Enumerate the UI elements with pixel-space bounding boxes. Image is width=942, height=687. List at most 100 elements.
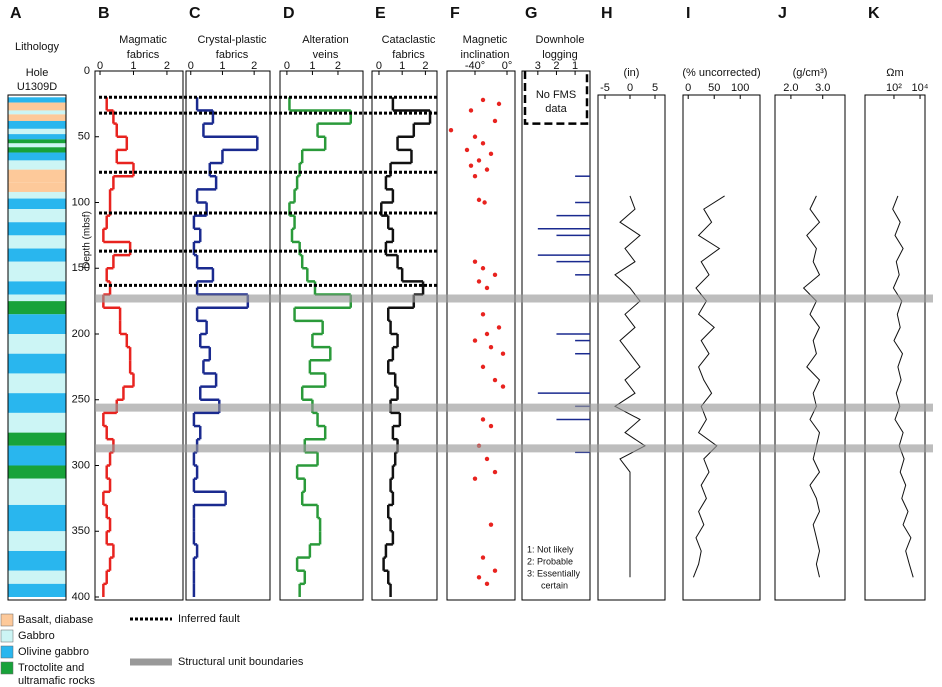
- inclination-point: [464, 147, 470, 153]
- x-tick-label: 50: [708, 82, 720, 94]
- y-tick-label: 300: [72, 459, 90, 471]
- panel-title: inclination: [461, 49, 510, 61]
- panel-frame: [94, 70, 184, 601]
- lithology-interval: [8, 110, 66, 115]
- legend-label: Troctolite and: [18, 662, 84, 674]
- lithology-interval: [8, 120, 66, 129]
- lithology-interval: [8, 393, 66, 413]
- axis-unit: Ωm: [886, 67, 903, 79]
- legend-swatch: [0, 629, 14, 643]
- inclination-point: [448, 127, 454, 133]
- inclination-point: [496, 101, 502, 107]
- panel-title: Magmatic: [119, 34, 167, 46]
- lithology-interval: [8, 353, 66, 374]
- inclination-point: [488, 151, 494, 157]
- lithology-interval: [8, 248, 66, 262]
- legend-boundary-label: Structural unit boundaries: [178, 656, 304, 668]
- inclination-point: [488, 522, 494, 527]
- panel-letter: A: [10, 5, 22, 22]
- lithology-interval: [8, 97, 66, 103]
- panel-letter: J: [778, 5, 787, 22]
- x-tick-label: 0: [97, 60, 103, 72]
- inclination-point: [484, 167, 490, 172]
- inclination-point: [480, 312, 486, 317]
- panel-letter: F: [450, 5, 460, 22]
- panel-title: Crystal-plastic: [197, 34, 267, 46]
- log-curve: [692, 195, 725, 578]
- lithology-interval: [8, 182, 66, 192]
- lithology-interval: [8, 160, 66, 170]
- lithology-interval: [8, 432, 66, 446]
- no-data-label: data: [545, 103, 567, 115]
- inclination-point: [476, 279, 482, 284]
- x-tick-label: 2: [422, 60, 428, 72]
- lithology-interval: [8, 222, 66, 236]
- log-curve: [892, 195, 914, 578]
- panel-letter: B: [98, 5, 110, 22]
- x-tick-label: 2: [164, 60, 170, 72]
- no-data-box: [523, 71, 589, 125]
- panel-title: fabrics: [127, 49, 160, 61]
- inclination-point: [480, 555, 486, 560]
- lithology-interval: [8, 570, 66, 584]
- panel-title: veins: [313, 49, 339, 61]
- lithology-interval: [8, 550, 66, 571]
- x-tick-label: 10⁴: [912, 82, 929, 94]
- inclination-point: [496, 325, 502, 330]
- x-tick-label: 100: [731, 82, 749, 94]
- log-curve: [802, 195, 821, 578]
- confidence-note: 2: Probable: [527, 556, 573, 566]
- confidence-note: 1: Not likely: [527, 544, 574, 554]
- x-tick-label: 1: [572, 60, 578, 72]
- panel-title: fabrics: [216, 49, 249, 61]
- panel-title: Lithology: [15, 41, 60, 53]
- lithology-interval: [8, 334, 66, 354]
- lithology-interval: [8, 102, 66, 111]
- x-tick-label: -5: [600, 82, 610, 94]
- inclination-point: [488, 423, 494, 429]
- lithology-interval: [8, 134, 66, 140]
- inclination-point: [492, 568, 498, 573]
- inclination-point: [492, 272, 498, 278]
- x-tick-label: 0: [188, 60, 194, 72]
- hole-label: U1309D: [17, 81, 57, 93]
- panel-letter: G: [525, 5, 537, 22]
- panel-frame: [185, 70, 271, 601]
- lithology-interval: [8, 504, 66, 532]
- panel-frame: [521, 70, 591, 601]
- y-tick-label: 150: [72, 262, 90, 274]
- y-tick-label: 0: [84, 65, 90, 77]
- inclination-point: [484, 456, 490, 462]
- legend-swatch: [0, 645, 14, 659]
- panel-title: logging: [542, 49, 577, 61]
- x-tick-label: 1: [399, 60, 405, 72]
- panel-letter: H: [601, 5, 613, 22]
- lithology-interval: [8, 465, 66, 479]
- panel-title: Cataclastic: [382, 34, 436, 46]
- lithology-interval: [8, 261, 66, 282]
- legend-label: Gabbro: [18, 630, 55, 642]
- lithology-interval: [8, 169, 66, 183]
- panel-letter: D: [283, 5, 295, 22]
- lithology-interval: [8, 281, 66, 295]
- lithology-interval: [8, 209, 66, 223]
- panel-title: Magnetic: [463, 34, 508, 46]
- inclination-point: [476, 575, 482, 580]
- x-tick-label: 1: [309, 60, 315, 72]
- inclination-point: [480, 141, 486, 146]
- panel-letter: E: [375, 5, 386, 22]
- y-tick-label: 250: [72, 394, 90, 406]
- panel-frame: [864, 94, 926, 601]
- inclination-point: [472, 134, 478, 139]
- legend-label: ultramafic rocks: [18, 675, 96, 687]
- lithology-interval: [8, 235, 66, 249]
- panel-letter: C: [189, 5, 201, 22]
- inclination-point: [500, 351, 506, 356]
- inclination-point: [492, 118, 498, 124]
- x-tick-label: 3.0: [815, 82, 830, 94]
- x-tick-label: 1: [130, 60, 136, 72]
- panel-frame: [597, 94, 666, 601]
- lithology-interval: [8, 412, 66, 433]
